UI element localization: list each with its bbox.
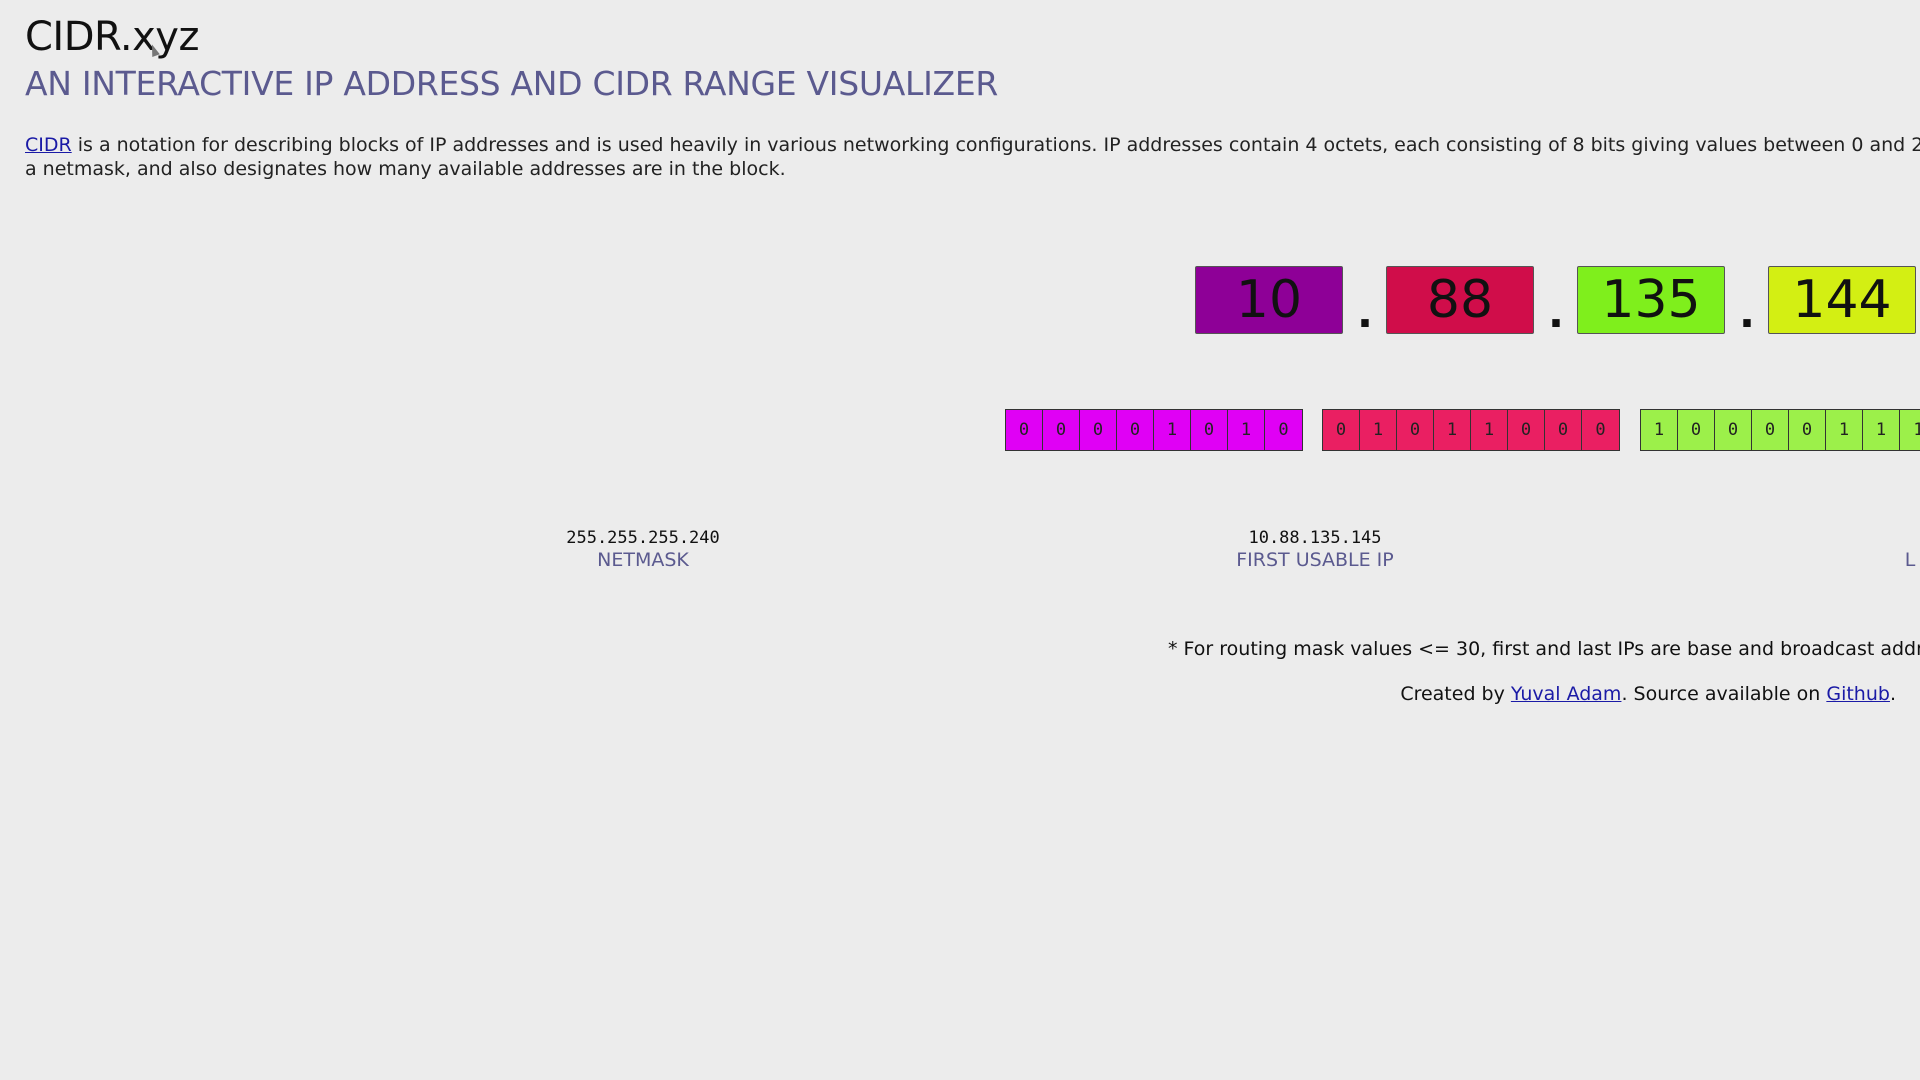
intro-line-1-text: is a notation for describing blocks of I…: [71, 134, 1920, 156]
first-usable-ip-stat: 10.88.135.145 FIRST USABLE IP: [1165, 527, 1465, 571]
github-link[interactable]: Github: [1826, 683, 1890, 705]
octet-separator: .: [1548, 288, 1564, 337]
bit-toggle[interactable]: 0: [1191, 410, 1228, 450]
netmask-stat: 255.255.255.240 NETMASK: [493, 527, 793, 571]
credits-suffix: .: [1889, 683, 1896, 705]
bit-toggle[interactable]: 0: [1080, 410, 1117, 450]
site-title: CIDR.xyz: [25, 14, 199, 60]
bit-toggle[interactable]: 0: [1789, 410, 1826, 450]
credits-middle: . Source available on: [1621, 683, 1827, 705]
bit-toggle[interactable]: 0: [1715, 410, 1752, 450]
bit-toggle[interactable]: 0: [1752, 410, 1789, 450]
bit-toggle[interactable]: 1: [1863, 410, 1900, 450]
last-usable-ip-stat: L: [1760, 527, 1920, 571]
bit-toggle[interactable]: 1: [1913, 420, 1920, 440]
site-subtitle: AN INTERACTIVE IP ADDRESS AND CIDR RANGE…: [25, 64, 999, 103]
author-link[interactable]: Yuval Adam: [1510, 683, 1622, 705]
bit-toggle[interactable]: 0: [1043, 410, 1080, 450]
octet-separator: .: [1357, 288, 1373, 337]
credits: Created by Yuval Adam. Source available …: [1400, 683, 1896, 705]
bit-toggle[interactable]: 0: [1508, 410, 1545, 450]
credits-prefix: Created by: [1400, 683, 1511, 705]
intro-line-1: CIDR is a notation for describing blocks…: [25, 133, 1920, 157]
bit-toggle[interactable]: 1: [1434, 410, 1471, 450]
octet-1-input[interactable]: 10: [1195, 266, 1343, 334]
bit-toggle[interactable]: 1: [1641, 410, 1678, 450]
octet-separator: .: [1739, 288, 1755, 337]
bit-toggle[interactable]: 0: [1678, 410, 1715, 450]
bit-toggle[interactable]: 1: [1228, 410, 1265, 450]
last-usable-ip-label: L: [1904, 549, 1916, 571]
netmask-label: NETMASK: [597, 549, 689, 571]
bit-toggle[interactable]: 0: [1117, 410, 1154, 450]
cidr-link[interactable]: CIDR: [25, 134, 72, 156]
netmask-value: 255.255.255.240: [566, 528, 720, 548]
last-usable-ip-value: [1760, 527, 1920, 549]
bit-toggle[interactable]: 1: [1826, 410, 1863, 450]
bit-toggle[interactable]: 0: [1595, 420, 1606, 440]
bit-toggle[interactable]: 0: [1323, 410, 1360, 450]
routing-footnote: * For routing mask values <= 30, first a…: [1168, 638, 1920, 660]
first-usable-ip-value: 10.88.135.145: [1248, 528, 1382, 548]
bit-toggle[interactable]: 1: [1360, 410, 1397, 450]
first-usable-ip-label: FIRST USABLE IP: [1236, 549, 1394, 571]
intro-text: CIDR is a notation for describing blocks…: [25, 133, 1920, 181]
intro-line-2: a netmask, and also designates how many …: [25, 158, 786, 180]
bit-toggle[interactable]: 0: [1397, 410, 1434, 450]
bit-toggle[interactable]: 0: [1545, 410, 1582, 450]
octet-3-input[interactable]: 135: [1577, 266, 1725, 334]
octet-2-input[interactable]: 88: [1386, 266, 1534, 334]
bit-toggle[interactable]: 1: [1471, 410, 1508, 450]
bit-toggle[interactable]: 0: [1006, 410, 1043, 450]
octet-4-input[interactable]: 144: [1768, 266, 1916, 334]
bit-toggle[interactable]: 1: [1154, 410, 1191, 450]
bit-toggle[interactable]: 0: [1278, 420, 1289, 440]
